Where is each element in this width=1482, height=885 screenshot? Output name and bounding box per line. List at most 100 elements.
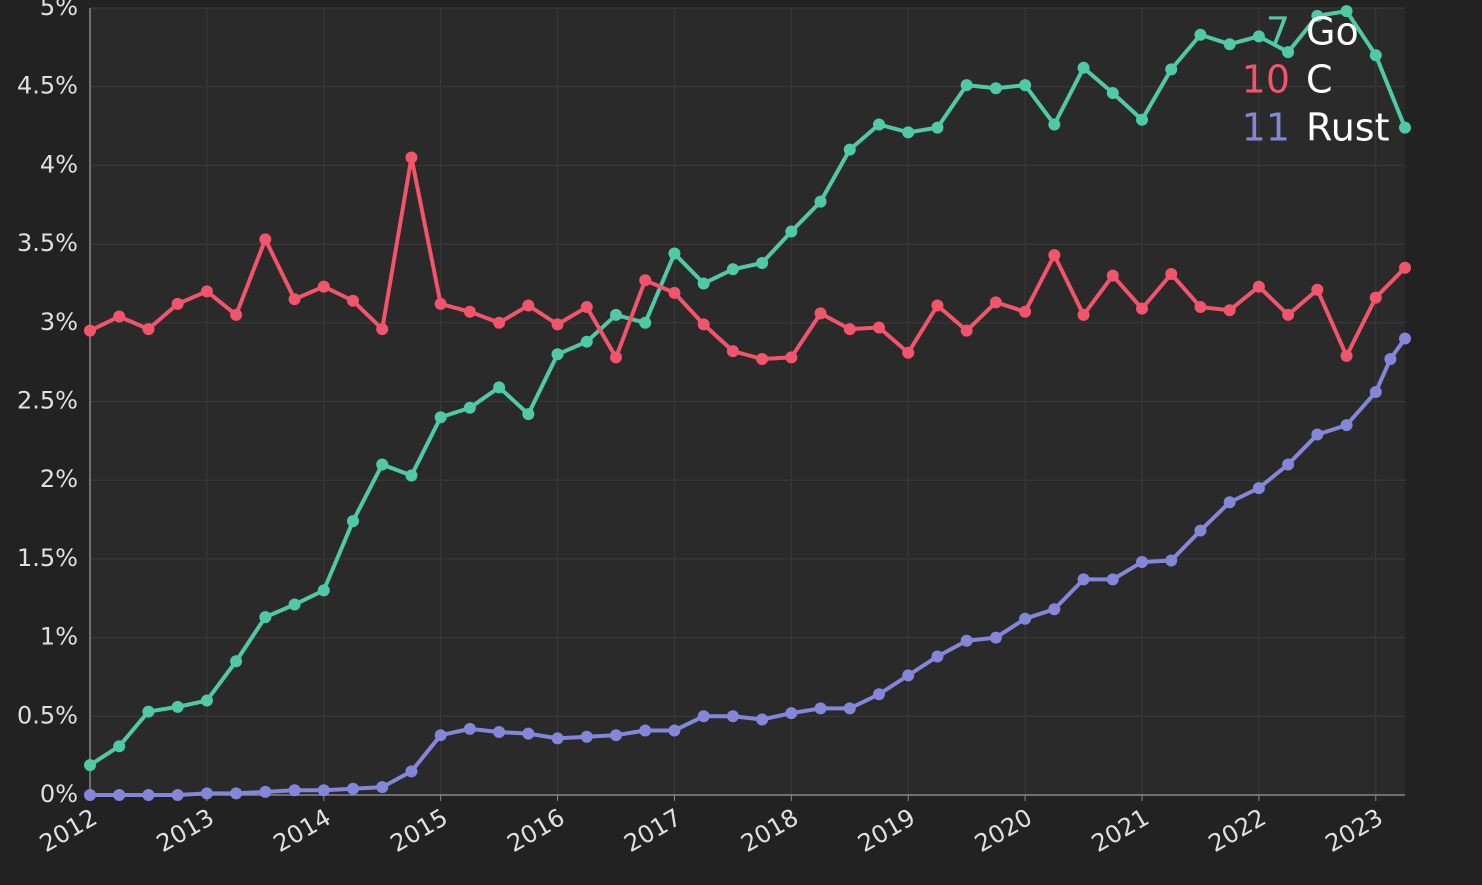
legend-rank-c: 10	[1242, 58, 1290, 102]
series-point-go	[493, 381, 505, 393]
series-point-go	[376, 458, 388, 470]
series-point-go	[727, 263, 739, 275]
series-point-rust	[668, 724, 680, 736]
series-point-c	[172, 298, 184, 310]
series-point-rust	[639, 724, 651, 736]
series-point-rust	[1165, 554, 1177, 566]
series-point-rust	[1384, 353, 1396, 365]
series-point-c	[639, 274, 651, 286]
series-point-c	[727, 345, 739, 357]
series-point-go	[113, 740, 125, 752]
series-point-c	[1194, 301, 1206, 313]
series-point-rust	[113, 789, 125, 801]
series-point-go	[405, 469, 417, 481]
series-point-c	[990, 296, 1002, 308]
series-point-go	[552, 348, 564, 360]
series-point-c	[756, 353, 768, 365]
y-tick-label: 2.5%	[17, 387, 78, 415]
series-point-c	[142, 323, 154, 335]
series-point-rust	[990, 632, 1002, 644]
series-point-c	[668, 287, 680, 299]
series-point-c	[84, 325, 96, 337]
series-point-c	[347, 295, 359, 307]
series-point-c	[1078, 309, 1090, 321]
series-point-rust	[1136, 556, 1148, 568]
series-point-rust	[318, 784, 330, 796]
series-point-go	[1165, 63, 1177, 75]
series-point-rust	[698, 710, 710, 722]
series-point-rust	[1282, 458, 1294, 470]
series-point-rust	[1107, 573, 1119, 585]
series-point-rust	[464, 723, 476, 735]
series-point-go	[815, 196, 827, 208]
series-point-rust	[1370, 386, 1382, 398]
series-point-rust	[1224, 496, 1236, 508]
series-point-c	[289, 293, 301, 305]
legend-rank-rust: 11	[1242, 106, 1290, 150]
series-point-go	[347, 515, 359, 527]
series-point-c	[522, 299, 534, 311]
series-point-c	[201, 285, 213, 297]
series-point-go	[1019, 79, 1031, 91]
series-point-go	[698, 277, 710, 289]
series-point-c	[581, 301, 593, 313]
legend-rank-go: 7	[1266, 10, 1290, 54]
series-point-c	[873, 322, 885, 334]
series-point-rust	[1341, 419, 1353, 431]
series-point-c	[931, 299, 943, 311]
series-point-rust	[1399, 333, 1411, 345]
series-point-rust	[493, 726, 505, 738]
series-point-c	[113, 311, 125, 323]
legend-label-c: C	[1306, 58, 1333, 102]
series-point-c	[1253, 281, 1265, 293]
series-point-go	[931, 122, 943, 134]
series-point-rust	[1019, 613, 1031, 625]
series-point-rust	[347, 783, 359, 795]
series-point-rust	[376, 781, 388, 793]
series-point-rust	[1311, 429, 1323, 441]
legend-label-go: Go	[1306, 10, 1359, 54]
series-point-go	[756, 257, 768, 269]
y-tick-label: 4%	[40, 150, 78, 178]
series-point-go	[668, 248, 680, 260]
series-point-go	[873, 118, 885, 130]
series-point-c	[610, 351, 622, 363]
series-point-go	[610, 309, 622, 321]
series-point-c	[1370, 292, 1382, 304]
series-point-c	[785, 351, 797, 363]
series-point-rust	[1078, 573, 1090, 585]
series-point-go	[230, 655, 242, 667]
series-point-go	[522, 408, 534, 420]
legend-label-rust: Rust	[1306, 106, 1389, 150]
series-point-c	[493, 317, 505, 329]
series-point-c	[230, 309, 242, 321]
series-point-c	[1399, 262, 1411, 274]
series-point-go	[84, 759, 96, 771]
series-point-go	[1253, 30, 1265, 42]
series-point-c	[464, 306, 476, 318]
series-point-c	[1224, 304, 1236, 316]
series-point-go	[581, 336, 593, 348]
series-point-rust	[289, 784, 301, 796]
series-point-rust	[902, 669, 914, 681]
series-point-rust	[1194, 525, 1206, 537]
series-point-c	[1019, 306, 1031, 318]
series-point-rust	[610, 729, 622, 741]
series-point-go	[639, 317, 651, 329]
series-point-go	[1048, 118, 1060, 130]
y-tick-label: 2%	[40, 465, 78, 493]
y-tick-label: 0%	[40, 780, 78, 808]
y-tick-label: 5%	[40, 0, 78, 21]
series-point-go	[902, 126, 914, 138]
series-point-go	[844, 144, 856, 156]
y-tick-label: 1.5%	[17, 544, 78, 572]
y-tick-label: 3.5%	[17, 229, 78, 257]
series-point-go	[1370, 49, 1382, 61]
series-point-rust	[785, 707, 797, 719]
series-point-rust	[756, 713, 768, 725]
series-point-go	[1224, 38, 1236, 50]
series-point-rust	[727, 710, 739, 722]
series-point-c	[376, 323, 388, 335]
line-chart: 0%0.5%1%1.5%2%2.5%3%3.5%4%4.5%5%20122013…	[0, 0, 1482, 885]
series-point-go	[318, 584, 330, 596]
